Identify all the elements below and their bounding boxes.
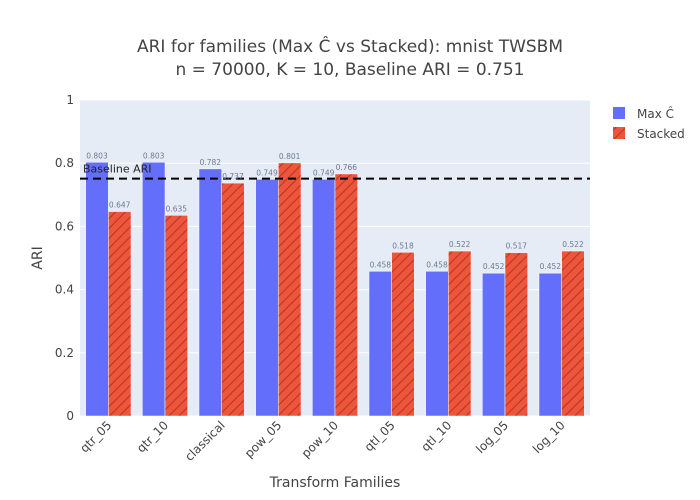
bar-stacked-log_10 (561, 250, 585, 417)
bar-value-label: 0.458 (426, 260, 448, 269)
x-axis-ticks: qtr_05 qtr_10 classical pow_05 pow_10 qtl_05 q… (77, 418, 567, 464)
bar-max-c-pow_05 (255, 179, 279, 417)
bar-value-label: 0.635 (166, 204, 188, 213)
bar-stacked-qtl_10 (448, 250, 472, 417)
bar-value-label: 0.801 (279, 152, 301, 161)
x-tick-label: qtr_05 (77, 418, 114, 455)
bar-value-label: 0.737 (222, 172, 244, 181)
bar-max-c-qtr_05 (85, 162, 109, 417)
legend-item-max-c[interactable]: Max Ĉ (613, 106, 674, 121)
bar-stacked-qtr_05 (108, 211, 132, 417)
bar-value-label: 0.766 (336, 163, 358, 172)
bar-value-label: 0.803 (143, 151, 165, 160)
x-tick-label: qtl_10 (418, 418, 454, 454)
legend-label-max-c: Max Ĉ (637, 106, 674, 121)
bar-value-label: 0.782 (200, 158, 222, 167)
bar-stacked-pow_05 (278, 162, 302, 417)
bar-value-label: 0.522 (449, 240, 471, 249)
baseline-label: Baseline ARI (83, 163, 152, 176)
bar-max-c-log_05 (482, 272, 506, 417)
y-tick-label: 0 (66, 409, 74, 423)
bar-max-c-log_10 (538, 272, 562, 417)
bar-max-c-qtl_10 (425, 271, 449, 417)
bar-stacked-qtl_05 (391, 252, 415, 417)
x-tick-label: log_05 (473, 418, 511, 456)
chart-title-line1: ARI for families (Max Ĉ vs Stacked): mni… (137, 35, 563, 57)
bar-max-c-qtl_05 (368, 271, 392, 417)
y-axis-ticks: 0 0.2 0.4 0.6 0.8 1 (55, 93, 74, 423)
bar-max-c-qtr_10 (142, 162, 166, 417)
x-axis-label: Transform Families (269, 475, 401, 491)
y-tick-label: 0.2 (55, 346, 74, 360)
bar-value-label: 0.803 (86, 151, 108, 160)
legend-label-stacked: Stacked (637, 127, 685, 141)
bar-value-label: 0.517 (506, 242, 528, 251)
bar-value-label: 0.647 (109, 201, 131, 210)
y-tick-label: 0.4 (55, 283, 74, 297)
legend-swatch-stacked (613, 127, 625, 139)
bar-stacked-qtr_10 (164, 215, 188, 417)
bar-value-label: 0.522 (562, 240, 584, 249)
legend-swatch-max-c (613, 107, 625, 119)
legend-item-stacked[interactable]: Stacked (613, 127, 685, 141)
x-tick-label: pow_10 (299, 418, 341, 460)
x-tick-label: log_10 (530, 418, 568, 456)
x-tick-label: classical (182, 418, 228, 464)
bar-value-label: 0.452 (540, 262, 562, 271)
bar-stacked-pow_10 (334, 173, 358, 417)
y-tick-label: 0.8 (55, 156, 74, 170)
x-tick-label: qtr_10 (134, 418, 171, 455)
bar-value-label: 0.749 (313, 168, 335, 177)
y-tick-label: 0.6 (55, 219, 74, 233)
baseline: Baseline ARI (80, 163, 590, 180)
x-tick-label: pow_05 (242, 418, 284, 460)
bars (85, 162, 585, 417)
bar-stacked-log_05 (504, 252, 528, 417)
x-tick-label: qtl_05 (362, 418, 398, 454)
bar-value-label: 0.458 (370, 260, 392, 269)
bar-value-label: 0.452 (483, 262, 505, 271)
bar-max-c-pow_10 (312, 179, 336, 417)
y-tick-label: 1 (66, 93, 74, 107)
bar-max-c-classical (198, 168, 222, 417)
bar-value-label: 0.518 (392, 241, 414, 250)
bar-stacked-classical (221, 182, 245, 417)
y-axis-label: ARI (30, 246, 46, 269)
legend[interactable]: Max Ĉ Stacked (613, 106, 685, 141)
chart-title-line2: n = 70000, K = 10, Baseline ARI = 0.751 (175, 60, 524, 80)
bar-value-label: 0.749 (256, 168, 278, 177)
